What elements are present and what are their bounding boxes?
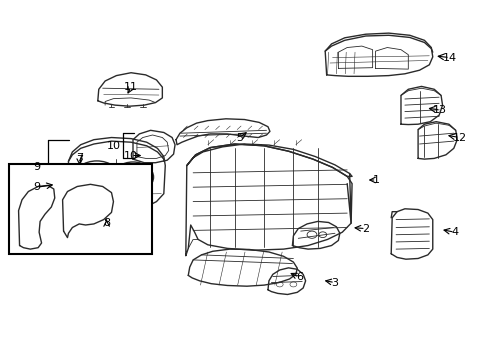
Text: 9: 9 <box>34 162 41 172</box>
Text: 10: 10 <box>124 150 138 161</box>
Text: 3: 3 <box>331 278 338 288</box>
Text: 6: 6 <box>295 272 302 282</box>
Text: 7: 7 <box>76 153 83 163</box>
Text: 2: 2 <box>362 224 368 234</box>
Bar <box>9 164 151 254</box>
Text: 9: 9 <box>34 182 41 192</box>
Text: 14: 14 <box>442 53 456 63</box>
Text: 4: 4 <box>450 227 457 237</box>
Text: 13: 13 <box>432 105 446 115</box>
Text: 7: 7 <box>76 155 83 165</box>
Text: 11: 11 <box>124 82 138 92</box>
Text: 5: 5 <box>236 132 243 143</box>
Text: 12: 12 <box>452 132 466 143</box>
Text: 1: 1 <box>372 175 379 185</box>
Text: 8: 8 <box>103 218 110 228</box>
Text: 10: 10 <box>106 141 120 151</box>
